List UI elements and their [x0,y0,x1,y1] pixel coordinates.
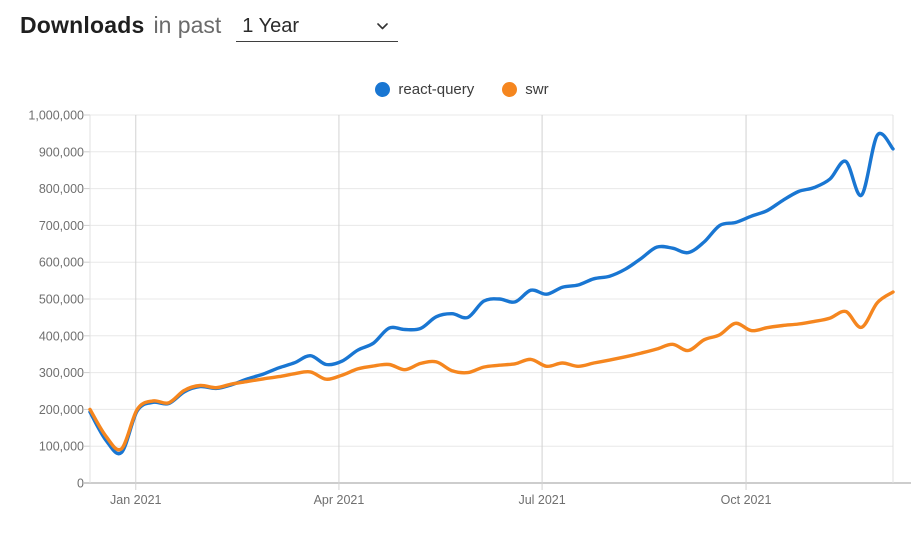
chart-legend: react-query swr [0,81,924,98]
y-tick-label: 600,000 [39,256,84,270]
time-range-value: 1 Year [242,15,299,37]
y-tick-label: 300,000 [39,366,84,380]
y-tick-label: 0 [77,477,84,491]
page-title: Downloads [20,12,145,38]
y-tick-label: 200,000 [39,403,84,417]
y-tick-label: 400,000 [39,329,84,343]
y-tick-label: 1,000,000 [28,109,84,123]
x-tick-label: Jan 2021 [110,493,161,507]
x-tick-label: Apr 2021 [314,493,365,507]
page-header: Downloads in past 1 Year [20,12,399,43]
legend-item-react-query[interactable]: react-query [375,81,474,98]
legend-label: react-query [398,81,475,98]
chevron-down-icon [377,23,389,30]
y-tick-label: 700,000 [39,219,84,233]
page-subtitle: in past [153,12,222,38]
y-tick-label: 800,000 [39,182,84,196]
time-range-select[interactable]: 1 Year [236,15,399,42]
x-tick-label: Jul 2021 [518,493,565,507]
y-tick-label: 900,000 [39,145,84,159]
legend-item-swr[interactable]: swr [502,81,549,98]
y-tick-label: 100,000 [39,440,84,454]
chart-line-react-query[interactable] [88,131,895,456]
y-tick-label: 500,000 [39,293,84,307]
legend-swatch [375,82,391,97]
chart-line-swr[interactable] [88,290,895,452]
legend-swatch [502,82,518,97]
x-tick-label: Oct 2021 [721,493,772,507]
legend-label: swr [525,81,549,98]
